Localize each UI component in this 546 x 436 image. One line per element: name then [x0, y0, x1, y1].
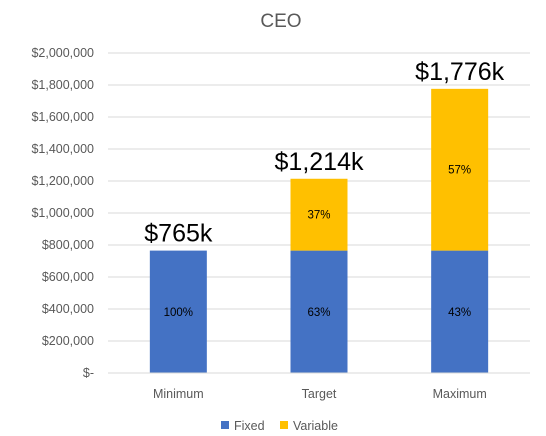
- x-tick-label: Maximum: [433, 387, 487, 401]
- y-tick-label: $600,000: [42, 270, 94, 284]
- x-axis: Minimum Target Maximum: [108, 372, 530, 401]
- y-tick-label: $800,000: [42, 238, 94, 252]
- bar-total-label: $1,214k: [275, 148, 364, 176]
- bar-total-label: $1,776k: [415, 58, 504, 86]
- y-tick-label: $1,000,000: [31, 206, 94, 220]
- y-tick-label: $1,200,000: [31, 174, 94, 188]
- legend-label-fixed: Fixed: [234, 419, 265, 433]
- y-tick-label: $1,400,000: [31, 142, 94, 156]
- legend-swatch-variable: [280, 421, 288, 429]
- legend-label-variable: Variable: [293, 419, 338, 433]
- chart-title: CEO: [260, 11, 301, 32]
- bar-segment-fixed: [431, 250, 489, 373]
- legend: Fixed Variable: [221, 419, 338, 433]
- segment-percent-label: 63%: [307, 307, 330, 319]
- segment-percent-label: 43%: [448, 307, 471, 319]
- y-tick-label: $1,800,000: [31, 78, 94, 92]
- bar-segment-variable: [290, 178, 348, 251]
- y-tick-label: $200,000: [42, 334, 94, 348]
- legend-swatch-fixed: [221, 421, 229, 429]
- bar-segment-fixed: [149, 250, 207, 373]
- y-tick-label: $-: [83, 366, 94, 380]
- segment-percent-label: 100%: [164, 307, 193, 319]
- bars: 100% $765k 63% 37% $1,214k 43% 57% $1,776k: [144, 58, 505, 373]
- y-tick-label: $400,000: [42, 302, 94, 316]
- bar-segment-variable: [431, 88, 489, 251]
- x-tick-label: Minimum: [153, 387, 204, 401]
- bar-total-label: $765k: [144, 220, 213, 248]
- segment-percent-label: 37%: [307, 210, 330, 222]
- bar-segment-fixed: [290, 250, 348, 373]
- y-tick-label: $1,600,000: [31, 110, 94, 124]
- y-tick-label: $2,000,000: [31, 46, 94, 60]
- y-axis: $- $200,000 $400,000 $600,000 $800,000 $1,000…: [31, 46, 94, 380]
- segment-percent-label: 57%: [448, 165, 471, 177]
- x-tick-label: Target: [302, 387, 337, 401]
